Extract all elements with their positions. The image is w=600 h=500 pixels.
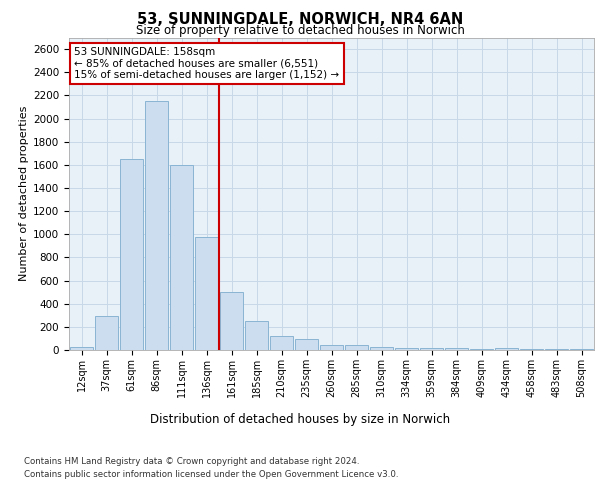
- Bar: [370, 347, 393, 350]
- Bar: [70, 347, 93, 350]
- Text: 53 SUNNINGDALE: 158sqm
← 85% of detached houses are smaller (6,551)
15% of semi-: 53 SUNNINGDALE: 158sqm ← 85% of detached…: [74, 47, 340, 80]
- Bar: [445, 348, 468, 350]
- Text: 53, SUNNINGDALE, NORWICH, NR4 6AN: 53, SUNNINGDALE, NORWICH, NR4 6AN: [137, 12, 463, 28]
- Bar: [320, 346, 343, 350]
- Bar: [495, 348, 518, 350]
- Bar: [395, 348, 418, 350]
- Text: Contains HM Land Registry data © Crown copyright and database right 2024.: Contains HM Land Registry data © Crown c…: [24, 458, 359, 466]
- Bar: [270, 336, 293, 350]
- Y-axis label: Number of detached properties: Number of detached properties: [19, 106, 29, 282]
- Bar: [345, 346, 368, 350]
- Bar: [120, 159, 143, 350]
- Bar: [170, 165, 193, 350]
- Text: Size of property relative to detached houses in Norwich: Size of property relative to detached ho…: [136, 24, 464, 37]
- Bar: [245, 321, 268, 350]
- Bar: [195, 237, 218, 350]
- Bar: [145, 101, 168, 350]
- Bar: [95, 316, 118, 350]
- Text: Distribution of detached houses by size in Norwich: Distribution of detached houses by size …: [150, 412, 450, 426]
- Bar: [420, 348, 443, 350]
- Text: Contains public sector information licensed under the Open Government Licence v3: Contains public sector information licen…: [24, 470, 398, 479]
- Bar: [220, 292, 243, 350]
- Bar: [295, 339, 318, 350]
